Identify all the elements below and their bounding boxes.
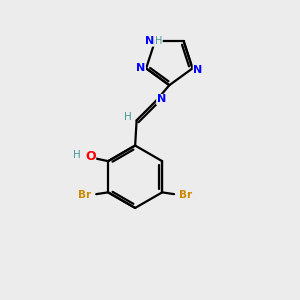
Text: N: N bbox=[136, 63, 146, 74]
Text: Br: Br bbox=[179, 190, 192, 200]
Text: O: O bbox=[85, 150, 96, 163]
Text: H: H bbox=[155, 36, 162, 46]
Text: H: H bbox=[73, 151, 81, 160]
Text: N: N bbox=[193, 65, 203, 75]
Text: N: N bbox=[145, 36, 154, 46]
Text: H: H bbox=[124, 112, 132, 122]
Text: Br: Br bbox=[78, 190, 92, 200]
Text: N: N bbox=[157, 94, 166, 104]
